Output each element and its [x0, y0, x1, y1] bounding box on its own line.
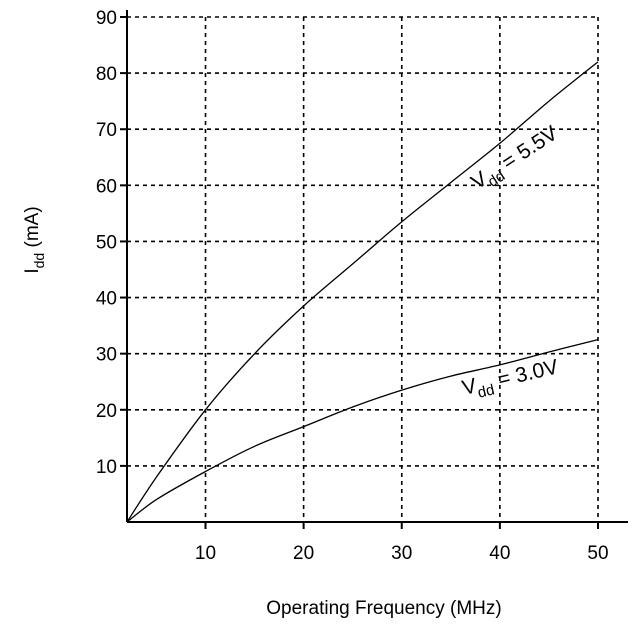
y-axis-title-subscript: dd: [31, 253, 47, 269]
series-label-3v0-subscript: dd: [476, 381, 496, 401]
y-tick-label-60: 60: [96, 176, 117, 197]
y-tick-label-90: 90: [96, 8, 117, 29]
y-tick-label-30: 30: [96, 345, 117, 366]
x-tick-label-40: 40: [489, 543, 510, 564]
series-label-5v5: Vdd = 5.5V: [467, 122, 564, 199]
series-label-3v0: Vdd = 3.0V: [460, 355, 562, 404]
x-tick-label-50: 50: [587, 543, 608, 564]
series-label-3v0-main: V: [460, 374, 479, 400]
series-label-5v5-subscript: dd: [485, 167, 508, 190]
y-axis-title-main: I: [22, 268, 43, 273]
series-line-5v5: [126, 61, 599, 523]
x-tick-label-30: 30: [391, 543, 412, 564]
series-line-3v0: [126, 338, 599, 523]
series-layer: [126, 61, 599, 523]
y-axis-title: Idd (mA): [22, 206, 47, 273]
y-tick-label-80: 80: [96, 64, 117, 85]
axes-layer: [120, 10, 628, 529]
grid-layer: [127, 16, 599, 522]
y-tick-label-50: 50: [96, 232, 117, 253]
tick-labels: 10 20 30 40 50 60 70 80 90 10 20 30 40 50: [96, 8, 609, 564]
y-tick-label-70: 70: [96, 120, 117, 141]
x-tick-label-20: 20: [293, 543, 314, 564]
x-axis-title: Operating Frequency (MHz): [266, 598, 501, 619]
y-tick-label-10: 10: [96, 457, 117, 478]
y-axis-title-unit: (mA): [22, 206, 43, 252]
x-tick-label-10: 10: [195, 543, 216, 564]
y-tick-label-40: 40: [96, 289, 117, 310]
y-tick-label-20: 20: [96, 401, 117, 422]
